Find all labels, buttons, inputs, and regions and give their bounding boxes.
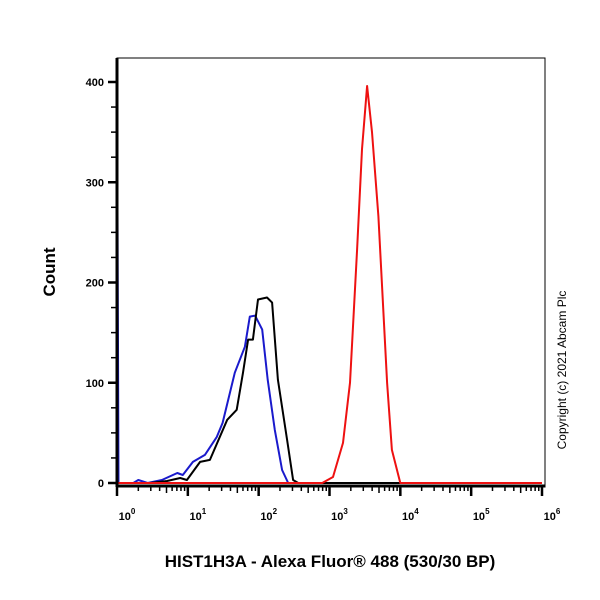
histogram-series-0 [116,73,542,484]
x-tick-exponent: 5 [485,507,490,516]
x-tick-base: 10 [331,511,343,523]
x-tick-label: 100 [119,507,136,523]
copyright-text: Copyright (c) 2021 Abcam Plc [555,291,569,450]
x-tick-label: 102 [260,507,277,523]
x-tick-base: 10 [402,511,414,523]
x-tick-base: 10 [544,511,556,523]
x-tick-exponent: 2 [273,507,278,516]
y-tick-label: 100 [86,378,104,390]
x-tick-base: 10 [260,511,272,523]
x-tick-base: 10 [189,511,201,523]
x-tick-label: 101 [189,507,206,523]
y-tick-label: 300 [86,177,104,189]
x-tick-exponent: 1 [202,507,207,516]
x-tick-exponent: 4 [414,507,419,516]
x-axis-title: HIST1H3A - Alexa Fluor® 488 (530/30 BP) [165,552,496,571]
y-tick-label: 0 [98,478,104,490]
y-tick-label: 200 [86,278,104,290]
x-tick-exponent: 6 [556,507,561,516]
plot-frame [116,57,546,488]
y-tick-label: 400 [86,77,104,89]
x-tick-base: 10 [473,511,485,523]
histogram-series-2 [117,85,542,484]
x-axis-ticks: 100 101 102 103 104 105 106 [115,487,561,523]
x-tick-label: 103 [331,507,348,523]
y-axis-ticks: 0 100 200 300 400 [86,77,117,490]
x-tick-label: 106 [544,507,561,523]
x-tick-exponent: 0 [131,507,136,516]
y-axis-title: Count [40,247,59,296]
x-tick-label: 104 [402,507,419,523]
histogram-series-1 [117,296,542,484]
series-layer [116,73,542,484]
x-tick-base: 10 [119,511,131,523]
x-tick-exponent: 3 [343,507,348,516]
x-tick-label: 105 [473,507,490,523]
